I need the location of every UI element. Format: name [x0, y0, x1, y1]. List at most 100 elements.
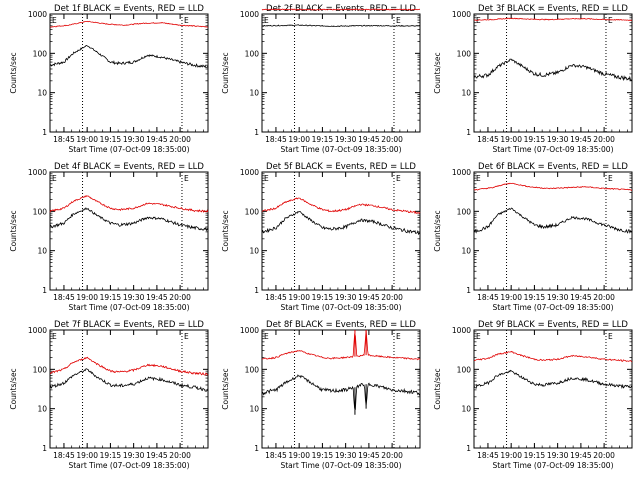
y-tick-label: 1 [42, 444, 47, 453]
event-marker-label: E [264, 16, 269, 25]
x-tick-label: 20:00 [381, 135, 403, 144]
y-tick-label: 1000 [28, 326, 47, 335]
y-tick-label: 100 [33, 49, 48, 58]
y-axis-label: Counts/sec [433, 368, 442, 409]
panel-7: Det 7f BLACK = Events, RED = LLD 1 10 100 10… [9, 320, 209, 470]
panel-4: Det 4f BLACK = Events, RED = LLD 1 10 100 10… [9, 162, 209, 312]
series-lld-line [261, 197, 421, 215]
y-tick-label: 100 [245, 49, 260, 58]
y-tick-label: 10 [37, 247, 47, 256]
x-axis-label: Start Time (07-Oct-09 18:35:00) [280, 303, 401, 312]
x-tick-label: 19:15 [100, 293, 122, 302]
series-lld-line [261, 8, 420, 11]
event-marker-label: E [476, 174, 481, 183]
x-tick-label: 19:00 [500, 451, 522, 460]
plot-frame [473, 329, 633, 449]
series-lld-line [261, 330, 421, 361]
panel-2: Det 2f BLACK = Events, RED = LLD 1 10 100 10… [221, 4, 421, 154]
event-marker-label: E [52, 332, 57, 341]
y-tick-label: 1 [254, 286, 259, 295]
y-tick-label: 10 [249, 247, 259, 256]
x-tick-label: 20:00 [169, 293, 191, 302]
x-axis-label: Start Time (07-Oct-09 18:35:00) [280, 461, 401, 470]
y-tick-label: 100 [245, 365, 260, 374]
plot-frame [473, 171, 633, 291]
x-tick-label: 20:00 [381, 293, 403, 302]
chart-title: Det 9f BLACK = Events, RED = LLD [478, 320, 628, 330]
y-axis-label: Counts/sec [9, 368, 18, 409]
x-axis-label: Start Time (07-Oct-09 18:35:00) [492, 303, 613, 312]
x-axis-label: Start Time (07-Oct-09 18:35:00) [68, 303, 189, 312]
x-tick-label: 19:45 [358, 451, 380, 460]
y-tick-label: 10 [461, 405, 471, 414]
event-marker-label: E [184, 332, 189, 341]
x-tick-label: 18:45 [477, 135, 499, 144]
event-marker-label: E [608, 174, 613, 183]
series-events-line [473, 369, 633, 389]
x-axis-label: Start Time (07-Oct-09 18:35:00) [68, 461, 189, 470]
x-tick-label: 19:15 [524, 293, 546, 302]
x-tick-label: 19:45 [358, 135, 380, 144]
chart-title: Det 3f BLACK = Events, RED = LLD [478, 4, 628, 14]
x-tick-label: 19:30 [123, 135, 145, 144]
event-marker-label: E [184, 16, 189, 25]
x-tick-label: 19:15 [100, 451, 122, 460]
x-tick-label: 19:15 [100, 135, 122, 144]
series-events-line [473, 207, 633, 234]
x-tick-label: 19:45 [146, 451, 168, 460]
x-tick-label: 19:00 [76, 451, 98, 460]
x-tick-label: 19:00 [500, 293, 522, 302]
series-lld-line [50, 356, 209, 376]
y-tick-label: 10 [37, 89, 47, 98]
x-axis-label: Start Time (07-Oct-09 18:35:00) [492, 461, 613, 470]
series-lld-line [49, 20, 209, 28]
x-tick-label: 20:00 [593, 451, 615, 460]
y-axis-label: Counts/sec [9, 210, 18, 251]
x-tick-label: 20:00 [381, 451, 403, 460]
event-marker-label: E [608, 16, 613, 25]
y-tick-label: 1 [466, 444, 471, 453]
y-tick-label: 1000 [28, 168, 47, 177]
x-tick-label: 20:00 [169, 135, 191, 144]
event-marker-label: E [396, 332, 401, 341]
event-marker-label: E [52, 174, 57, 183]
chart-title: Det 4f BLACK = Events, RED = LLD [54, 162, 204, 172]
plot-frame [49, 13, 209, 133]
x-tick-label: 18:45 [265, 135, 287, 144]
x-tick-label: 19:45 [146, 293, 168, 302]
series-lld-line [473, 350, 633, 363]
x-tick-label: 19:00 [288, 135, 310, 144]
x-tick-label: 18:45 [53, 135, 75, 144]
x-tick-label: 19:45 [358, 293, 380, 302]
event-marker-label: E [184, 174, 189, 183]
y-axis-label: Counts/sec [221, 368, 230, 409]
x-tick-label: 19:30 [547, 451, 569, 460]
y-tick-label: 100 [457, 207, 472, 216]
series-lld-line [473, 17, 633, 21]
series-lld-line [473, 182, 633, 191]
y-tick-label: 1000 [28, 10, 47, 19]
y-tick-label: 1000 [240, 168, 259, 177]
x-tick-label: 19:30 [547, 293, 569, 302]
series-events-line [49, 368, 209, 392]
event-marker-label: E [52, 16, 57, 25]
y-tick-label: 100 [457, 49, 472, 58]
plot-frame [49, 329, 209, 449]
y-axis-label: Counts/sec [9, 52, 18, 93]
y-tick-label: 1 [254, 444, 259, 453]
y-tick-label: 100 [245, 207, 260, 216]
y-tick-label: 10 [461, 89, 471, 98]
x-tick-label: 19:45 [146, 135, 168, 144]
x-tick-label: 19:30 [335, 293, 357, 302]
event-marker-label: E [396, 16, 401, 25]
x-tick-label: 18:45 [265, 293, 287, 302]
event-marker-label: E [264, 174, 269, 183]
y-tick-label: 1 [466, 128, 471, 137]
y-tick-label: 10 [249, 89, 259, 98]
series-events-line [261, 210, 421, 236]
panel-5: Det 5f BLACK = Events, RED = LLD 1 10 100 10… [221, 162, 421, 312]
y-axis-label: Counts/sec [433, 210, 442, 251]
x-tick-label: 19:30 [335, 135, 357, 144]
x-tick-label: 19:15 [524, 451, 546, 460]
x-tick-label: 19:00 [76, 293, 98, 302]
